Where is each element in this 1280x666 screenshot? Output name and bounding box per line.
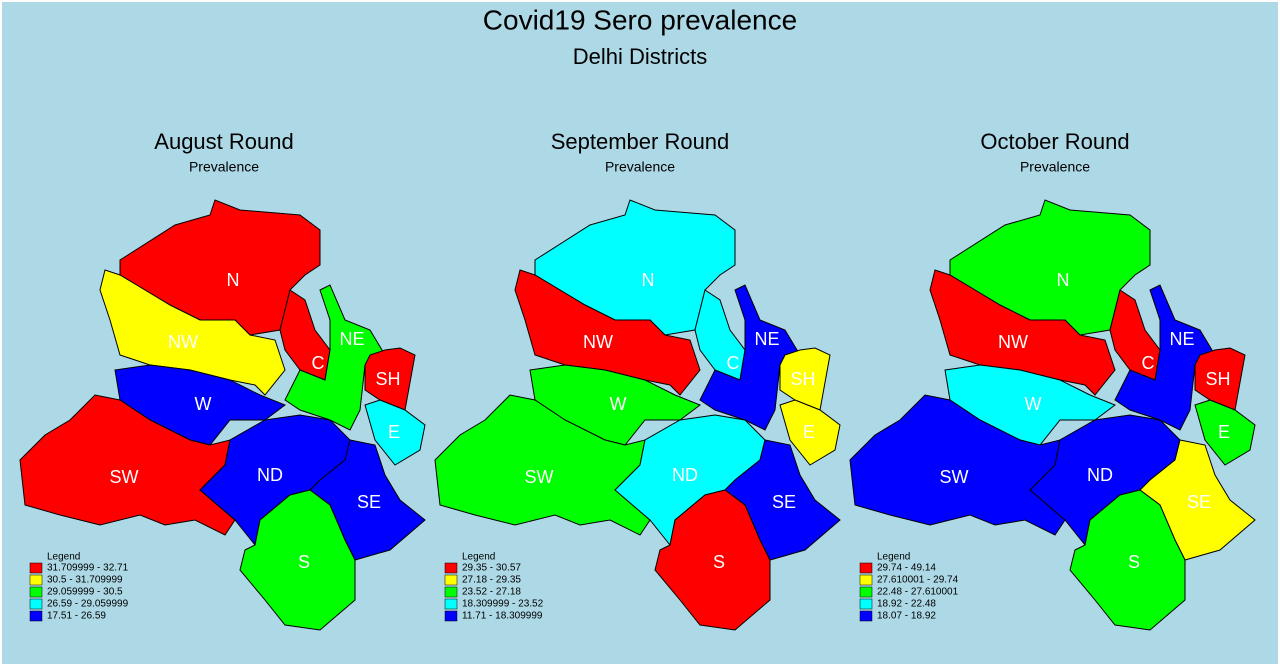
legend-label: 23.52 - 27.18 xyxy=(462,587,521,598)
district-label: E xyxy=(1218,422,1230,442)
legend-swatch xyxy=(444,610,458,622)
legend-label: 29.74 - 49.14 xyxy=(877,563,936,574)
district-label: SW xyxy=(525,467,554,487)
district xyxy=(364,347,416,411)
district-label: SE xyxy=(357,492,381,512)
legend-swatch xyxy=(444,562,458,574)
map-subtitle: Prevalence xyxy=(189,159,259,175)
district-label: SW xyxy=(940,467,969,487)
district xyxy=(99,269,286,396)
district-label: NE xyxy=(339,329,364,349)
legend-label: 11.71 - 18.309999 xyxy=(462,611,543,622)
legend-title: Legend xyxy=(462,552,495,563)
district-label: W xyxy=(1025,394,1042,414)
district-label: SW xyxy=(110,467,139,487)
district xyxy=(284,284,386,431)
legend-label: 17.51 - 26.59 xyxy=(47,611,106,622)
district-label: NW xyxy=(168,332,198,352)
district xyxy=(514,269,701,396)
legend-label: 18.07 - 18.92 xyxy=(877,611,936,622)
legend-swatch xyxy=(444,574,458,586)
district-label: W xyxy=(610,394,627,414)
legend-title: Legend xyxy=(877,552,910,563)
map-subtitle: Prevalence xyxy=(605,159,675,175)
district xyxy=(779,347,831,411)
district-label: C xyxy=(1142,353,1155,373)
district-label: NE xyxy=(754,329,779,349)
legend-swatch xyxy=(859,610,873,622)
district xyxy=(239,489,356,631)
legend-swatch xyxy=(859,598,873,610)
district-label: E xyxy=(388,422,400,442)
map-title: August Round xyxy=(154,129,293,154)
district xyxy=(779,399,841,466)
district-label: S xyxy=(713,552,725,572)
district-label: SE xyxy=(772,492,796,512)
district-label: NW xyxy=(998,332,1028,352)
legend-swatch xyxy=(29,610,43,622)
map-title: September Round xyxy=(551,129,730,154)
district xyxy=(1194,399,1256,466)
legend-swatch xyxy=(29,574,43,586)
district-label: NE xyxy=(1169,329,1194,349)
legend-swatch xyxy=(29,562,43,574)
district-label: ND xyxy=(257,465,283,485)
district-label: S xyxy=(298,552,310,572)
legend-swatch xyxy=(859,586,873,598)
district-label: ND xyxy=(1087,465,1113,485)
legend-label: 29.35 - 30.57 xyxy=(462,563,521,574)
district xyxy=(1194,347,1246,411)
district-label: ND xyxy=(672,465,698,485)
district-label: N xyxy=(227,270,240,290)
legend-label: 30.5 - 31.709999 xyxy=(47,575,123,586)
district xyxy=(364,399,426,466)
district-label: C xyxy=(727,353,740,373)
district-label: SH xyxy=(790,369,815,389)
district-label: SE xyxy=(1187,492,1211,512)
district-label: N xyxy=(642,270,655,290)
legend-label: 26.59 - 29.059999 xyxy=(47,599,129,610)
legend-swatch xyxy=(29,586,43,598)
legend-swatch xyxy=(444,598,458,610)
district-label: E xyxy=(803,422,815,442)
district xyxy=(1114,284,1216,431)
legend-label: 27.610001 - 29.74 xyxy=(877,575,959,586)
subtitle: Delhi Districts xyxy=(573,44,707,69)
district-label: SH xyxy=(1205,369,1230,389)
legend-swatch xyxy=(859,574,873,586)
legend-swatch xyxy=(859,562,873,574)
district-label: S xyxy=(1128,552,1140,572)
district-label: W xyxy=(195,394,212,414)
legend-label: 22.48 - 27.610001 xyxy=(877,587,959,598)
map-subtitle: Prevalence xyxy=(1020,159,1090,175)
legend-label: 31.709999 - 32.71 xyxy=(47,563,129,574)
legend-label: 18.309999 - 23.52 xyxy=(462,599,544,610)
map-title: October Round xyxy=(980,129,1129,154)
district xyxy=(1069,489,1186,631)
district xyxy=(929,269,1116,396)
legend-title: Legend xyxy=(47,552,80,563)
legend-swatch xyxy=(29,598,43,610)
legend-label: 29.059999 - 30.5 xyxy=(47,587,123,598)
title: Covid19 Sero prevalence xyxy=(483,4,797,35)
legend-label: 27.18 - 29.35 xyxy=(462,575,521,586)
district-label: NW xyxy=(583,332,613,352)
district-label: N xyxy=(1057,270,1070,290)
district-label: C xyxy=(312,353,325,373)
district-label: SH xyxy=(375,369,400,389)
district xyxy=(699,284,801,431)
legend-swatch xyxy=(444,586,458,598)
district xyxy=(654,489,771,631)
legend-label: 18.92 - 22.48 xyxy=(877,599,936,610)
